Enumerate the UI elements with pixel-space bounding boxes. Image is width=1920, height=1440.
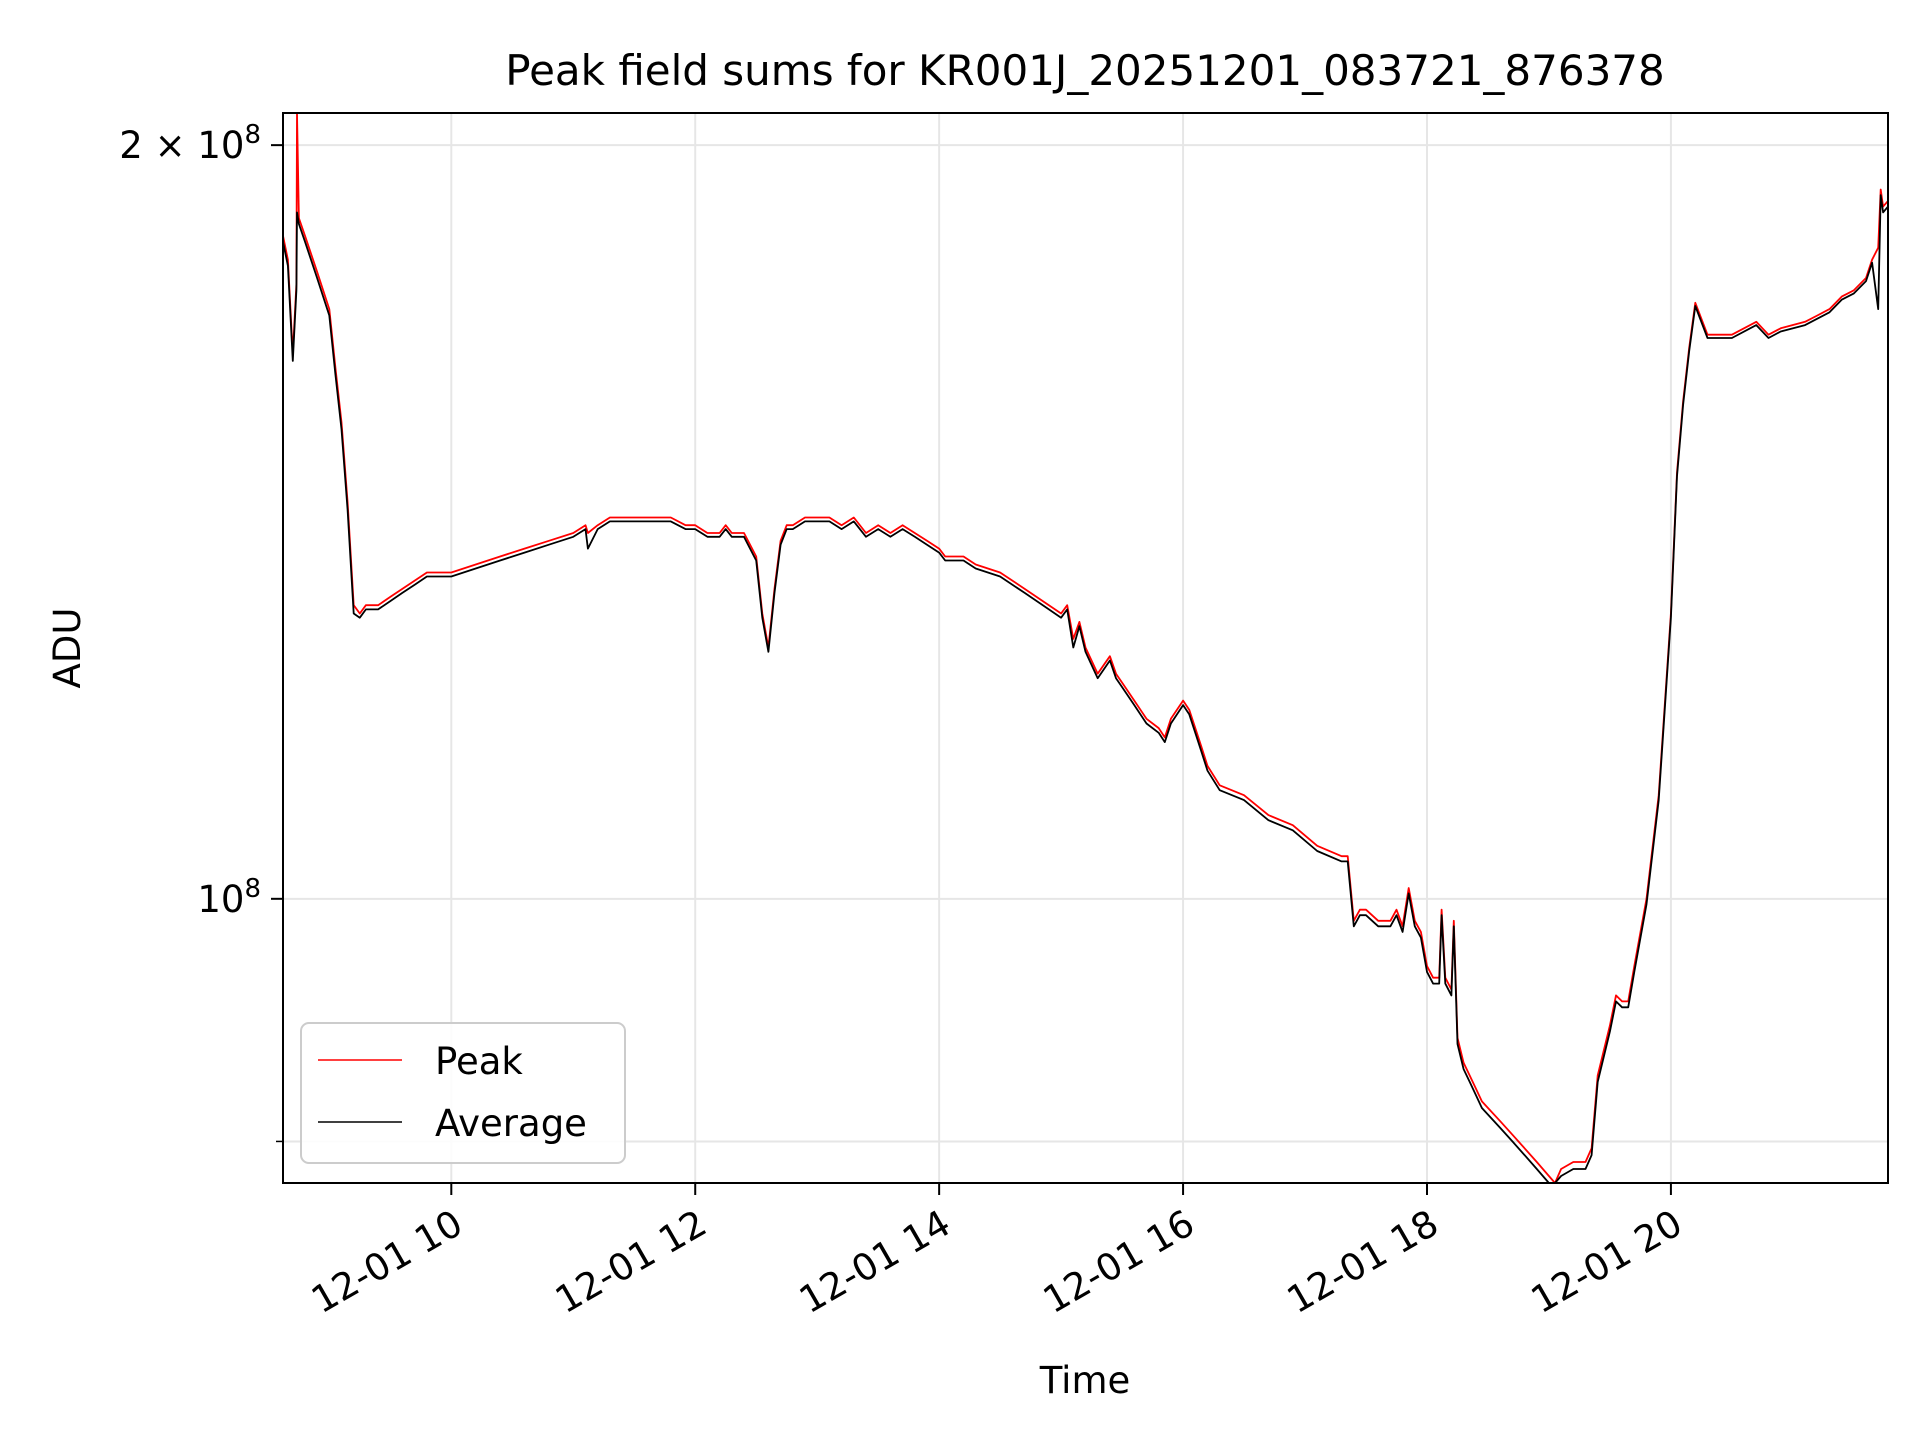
y-tick-label: 2 × 108 (119, 120, 261, 167)
legend-box (300, 1022, 626, 1164)
y-tick-label: 108 (197, 874, 261, 921)
plot-frame (282, 112, 1889, 1184)
y-axis: 108 2 × 108 (119, 120, 283, 1143)
legend-label-peak: Peak (435, 1040, 523, 1083)
series-line-peak (282, 112, 1889, 1184)
legend: Peak Average (300, 1022, 626, 1164)
chart-title: Peak field sums for KR001J_20251201_0837… (505, 46, 1665, 95)
x-axis-label: Time (1039, 1359, 1131, 1402)
y-axis-label: ADU (46, 608, 89, 689)
series-line-average (282, 194, 1889, 1184)
legend-label-average: Average (435, 1102, 587, 1145)
series-layer (282, 112, 1889, 1184)
